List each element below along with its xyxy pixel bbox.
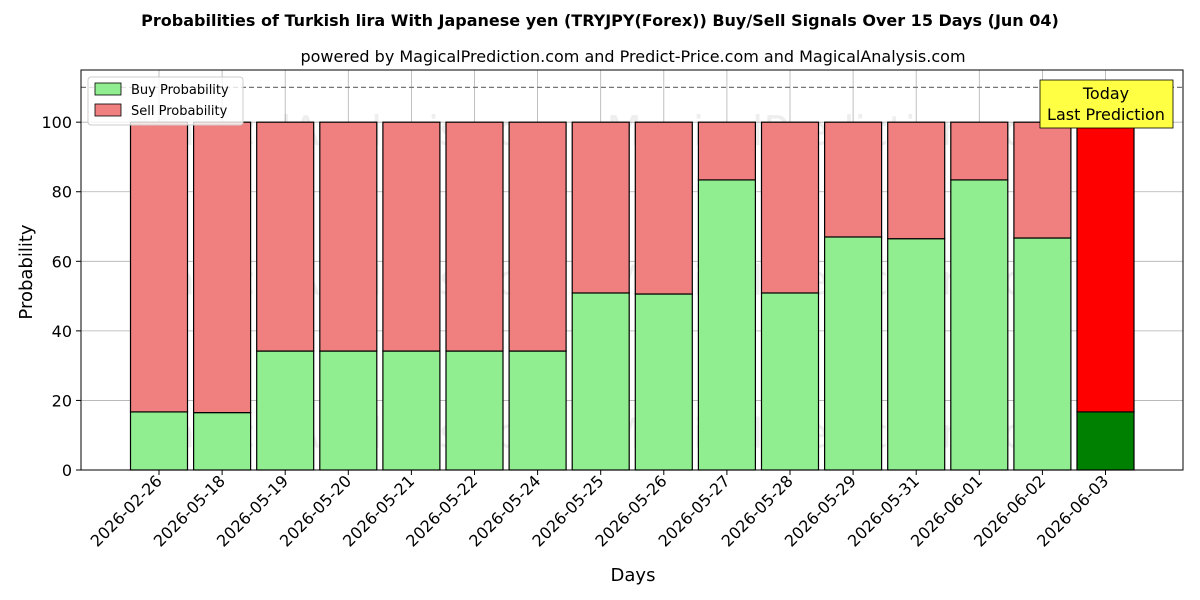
bar-buy xyxy=(256,350,315,471)
bar-buy xyxy=(634,293,693,471)
bar-buy xyxy=(887,238,946,471)
bar-buy xyxy=(950,179,1009,471)
bar-sell xyxy=(129,121,189,413)
bar-sell xyxy=(760,121,820,294)
bar-buy xyxy=(697,179,757,471)
legend: Buy Probability Sell Probability xyxy=(87,76,244,126)
x-axis-ticks: 2026-02-262026-05-182026-05-192026-05-20… xyxy=(87,470,1112,551)
x-axis-label: Days xyxy=(611,565,656,586)
bar-sell xyxy=(508,121,567,352)
bar-buy xyxy=(508,350,567,471)
legend-box xyxy=(87,76,244,126)
bar-sell xyxy=(697,121,757,181)
bar-buy xyxy=(319,350,378,471)
bar-sell xyxy=(887,121,946,240)
y-axis-ticks: 0 20 40 60 80 100 xyxy=(41,113,81,480)
y-tick-label: 0 xyxy=(62,461,72,480)
bar-buy xyxy=(193,412,252,471)
legend-swatch-buy xyxy=(94,82,122,96)
bar-buy xyxy=(571,292,630,471)
annotation-line2: Last Prediction xyxy=(1047,105,1165,124)
bar-sell xyxy=(382,121,441,352)
bar-buy xyxy=(129,411,189,471)
legend-swatch-sell xyxy=(94,103,122,117)
chart-subtitle: powered by MagicalPrediction.com and Pre… xyxy=(300,47,965,66)
y-tick-label: 80 xyxy=(52,183,72,202)
annotation-today: Today Last Prediction xyxy=(1039,79,1174,129)
bar-buy xyxy=(1076,411,1135,471)
bar-sell xyxy=(1013,121,1072,239)
bar-buy xyxy=(823,236,883,471)
legend-label-buy: Buy Probability xyxy=(131,83,229,98)
annotation-box xyxy=(1039,79,1174,129)
bar-sell xyxy=(950,121,1009,181)
bar-sell xyxy=(634,121,693,295)
y-tick-label: 100 xyxy=(41,113,72,132)
y-tick-label: 40 xyxy=(52,322,72,341)
y-tick-label: 60 xyxy=(52,252,72,271)
plot-frame xyxy=(80,69,1184,471)
bar-sell xyxy=(319,121,378,352)
bar-sell xyxy=(193,121,252,414)
bar-sell xyxy=(823,121,883,238)
bar-buy xyxy=(382,350,441,471)
annotation-line1: Today xyxy=(1082,84,1129,103)
bar-sell xyxy=(1076,121,1135,413)
y-tick-label: 20 xyxy=(52,391,72,410)
bars xyxy=(129,121,1135,471)
bar-sell xyxy=(571,121,630,294)
bar-buy xyxy=(1013,237,1072,471)
legend-label-sell: Sell Probability xyxy=(131,104,228,119)
bar-sell xyxy=(445,121,504,352)
bar-buy xyxy=(445,350,504,471)
y-axis-label: Probability xyxy=(16,224,37,319)
chart-title: Probabilities of Turkish lira With Japan… xyxy=(141,11,1059,30)
bar-sell xyxy=(256,121,315,352)
bar-buy xyxy=(760,292,820,471)
